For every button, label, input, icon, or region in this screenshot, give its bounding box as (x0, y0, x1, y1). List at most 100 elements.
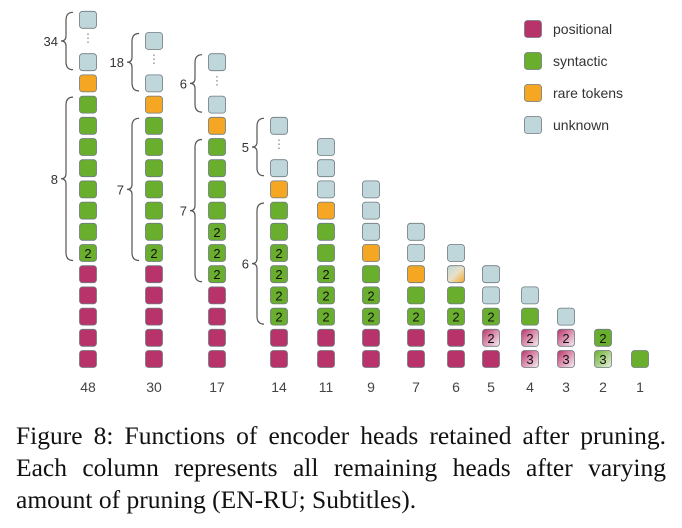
head-cell-positional (521, 328, 539, 347)
head-cell-syntactic (482, 307, 500, 326)
legend-swatch (524, 20, 542, 38)
brace-count-label: 6 (180, 76, 187, 91)
head-count-label: 2 (275, 288, 282, 303)
head-cell-syntactic (145, 222, 163, 241)
head-cell-unknown (407, 244, 425, 262)
head-cell-syntactic (407, 307, 425, 326)
head-cell-positional (447, 350, 465, 368)
head-cell-syntactic (631, 350, 649, 368)
head-cell-rare (270, 180, 288, 199)
brace (189, 54, 203, 113)
head-cell-unknown (208, 53, 226, 72)
head-cell-unknown (362, 201, 380, 220)
head-count-label: 2 (150, 246, 157, 261)
head-cell-positional (145, 307, 163, 326)
head-cell-syntactic (145, 116, 163, 135)
head-cell-positional (407, 350, 425, 368)
head-cell-unknown (317, 180, 335, 199)
head-count-label: 2 (487, 331, 494, 346)
head-cell-syntactic (317, 222, 335, 241)
column-9: 2 2 9 (362, 180, 380, 395)
head-cell-syntactic (594, 328, 612, 347)
head-cell-syntactic (208, 222, 226, 241)
head-cell-syntactic (208, 265, 226, 284)
head-cell-positional (79, 350, 97, 368)
column-total-label: 5 (487, 379, 495, 395)
head-cell-syntactic (362, 265, 380, 284)
head-cell-syntactic (270, 286, 288, 305)
head-count-label: 2 (322, 288, 329, 303)
head-cell-syntactic (270, 201, 288, 220)
column-total-label: 14 (271, 379, 287, 395)
column-total-label: 1 (636, 379, 644, 395)
head-cell-positional (208, 328, 226, 347)
head-cell-syntactic (79, 159, 97, 178)
head-cell-rare-unknown (447, 265, 465, 284)
head-count-label: 2 (367, 288, 374, 303)
head-cell-syntactic (79, 244, 97, 262)
head-count-label: 2 (275, 267, 282, 282)
brace (189, 138, 203, 283)
column-6: 26 (447, 244, 465, 395)
head-cell-positional (208, 350, 226, 368)
head-cell-positional (79, 328, 97, 347)
head-cell-unknown (557, 307, 575, 326)
head-cell-unknown (270, 116, 288, 135)
head-cell-unknown (407, 222, 425, 241)
head-cell-unknown (447, 244, 465, 262)
ellipsis-dots: ⋮ (211, 73, 223, 87)
head-cell-positional (145, 265, 163, 284)
head-cell-positional (407, 328, 425, 347)
head-cell-positional (145, 328, 163, 347)
brace-count-label: 7 (117, 182, 124, 197)
head-cell-unknown (317, 159, 335, 178)
brace-count-label: 34 (44, 34, 58, 49)
head-cell-syntactic (79, 180, 97, 199)
head-cell-unknown (317, 138, 335, 156)
column-30: 2 ⋮ 18 7 30 (110, 32, 163, 395)
head-cell-rare (79, 74, 97, 93)
head-cell-syntactic (521, 307, 539, 326)
legend-swatch (524, 84, 542, 102)
head-cell-syntactic (407, 286, 425, 305)
head-cell-unknown (482, 265, 500, 284)
head-cell-syntactic (317, 307, 335, 326)
column-14: 2 2 2 2 ⋮ 5 6 14 (242, 116, 288, 395)
brace (126, 117, 140, 262)
head-cell-positional (482, 328, 500, 347)
head-cell-positional (145, 286, 163, 305)
legend-item-unknown: unknown (524, 116, 609, 134)
column-2: 3 2 2 (594, 328, 612, 395)
head-count-label: 2 (562, 331, 569, 346)
head-cell-positional (79, 265, 97, 284)
head-cell-unknown (208, 95, 226, 114)
brace (60, 11, 74, 71)
legend-swatch (524, 52, 542, 70)
brace-count-label: 18 (110, 55, 124, 70)
head-count-label: 2 (275, 246, 282, 261)
head-cell-unknown (521, 286, 539, 305)
brace (251, 202, 265, 325)
head-cell-syntactic (270, 307, 288, 326)
head-cell-syntactic (79, 95, 97, 114)
head-cell-positional (557, 350, 575, 368)
ellipsis-dots: ⋮ (273, 137, 285, 151)
head-cell-syntactic (362, 286, 380, 305)
head-cell-positional (79, 286, 97, 305)
head-cell-syntactic (145, 201, 163, 220)
column-total-label: 3 (562, 379, 570, 395)
head-count-label: 2 (322, 310, 329, 325)
head-cell-syntactic (447, 286, 465, 305)
column-total-label: 2 (599, 379, 607, 395)
column-48: 2 ⋮ 34 8 48 (44, 10, 97, 395)
head-cell-syntactic (79, 201, 97, 220)
head-cell-positional (447, 328, 465, 347)
head-cell-syntactic (317, 244, 335, 262)
head-count-label: 3 (562, 352, 569, 367)
head-cell-positional (362, 350, 380, 368)
head-cell-syntactic (208, 138, 226, 156)
head-cell-syntactic (79, 116, 97, 135)
head-count-label: 2 (367, 310, 374, 325)
legend-label: unknown (553, 117, 609, 133)
column-total-label: 7 (412, 379, 420, 395)
